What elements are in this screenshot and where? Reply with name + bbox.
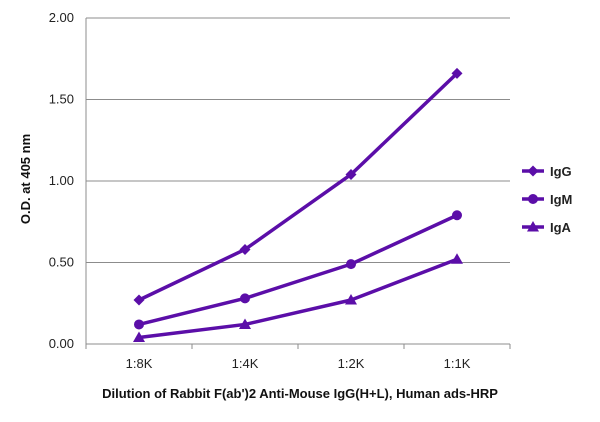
data-point: [239, 318, 251, 329]
data-point: [451, 253, 463, 264]
data-point: [134, 319, 144, 330]
series-igg: [133, 67, 463, 306]
x-axis-title: Dilution of Rabbit F(ab')2 Anti-Mouse Ig…: [102, 386, 498, 401]
data-point: [345, 293, 357, 305]
data-point: [345, 168, 357, 180]
series-line: [138, 72, 459, 302]
legend-label: IgG: [550, 164, 572, 179]
series-lines: [133, 67, 463, 342]
x-tick-label: 1:1K: [444, 356, 471, 371]
legend-item-igm: IgM: [522, 192, 572, 207]
series-igm: [134, 210, 462, 330]
legend-label: IgM: [550, 192, 572, 207]
legend-marker: [527, 221, 539, 232]
data-point: [451, 67, 463, 79]
legend: IgG IgM IgA: [522, 164, 572, 235]
y-axis-title: O.D. at 405 nm: [18, 134, 33, 224]
series-line: [138, 257, 458, 340]
legend-marker: [528, 194, 538, 204]
y-tick-label: 2.00: [49, 10, 74, 25]
x-tick-label: 1:4K: [232, 356, 259, 371]
axes: 0.00 0.50 1.00 1.50 2.00 1:8K 1:4K 1:2K 1:1K: [49, 10, 511, 371]
legend-item-igg: IgG: [522, 164, 572, 179]
legend-item-iga: IgA: [522, 220, 572, 235]
data-point: [346, 259, 356, 270]
data-point: [133, 294, 145, 306]
legend-label: IgA: [550, 220, 572, 235]
y-tick-label: 1.50: [49, 92, 74, 107]
y-tick-label: 0.00: [49, 336, 74, 351]
data-point: [133, 331, 145, 342]
gridlines: [86, 17, 510, 263]
data-point: [452, 210, 462, 221]
data-point: [240, 293, 250, 304]
y-tick-label: 1.00: [49, 173, 74, 188]
y-tick-label: 0.50: [49, 255, 74, 270]
series-iga: [133, 253, 463, 342]
legend-marker: [527, 165, 539, 177]
data-point: [239, 243, 251, 255]
x-tick-label: 1:8K: [126, 356, 153, 371]
series-line: [138, 213, 458, 327]
x-tick-label: 1:2K: [338, 356, 365, 371]
